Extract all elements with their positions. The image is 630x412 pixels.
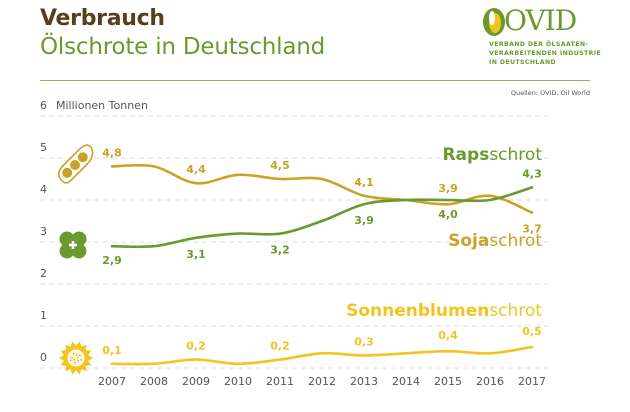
data-label: 0,4 (438, 329, 458, 342)
data-label: 0,2 (270, 340, 290, 353)
x-tick-label: 2016 (476, 375, 504, 388)
sunflower-seed (75, 354, 78, 356)
data-label: 0,3 (354, 335, 374, 348)
y-axis: 0 1 2 3 4 5 6 (40, 99, 47, 364)
ovid-logo: OVID (474, 4, 577, 44)
data-label: 3,9 (438, 182, 458, 195)
chart-title: Verbrauch (40, 6, 165, 31)
series-name-raps: Rapsschrot (442, 145, 542, 165)
x-tick-label: 2007 (98, 375, 126, 388)
x-tick-label: 2008 (140, 375, 168, 388)
data-label: 0,2 (186, 340, 206, 353)
y-tick-label: 6 (40, 99, 47, 112)
sunflower-seed (73, 361, 76, 364)
x-tick-label: 2009 (182, 375, 210, 388)
org-line: IN DEUTSCHLAND (489, 59, 557, 66)
soybean-pod-icon (57, 144, 94, 184)
data-label: 3,7 (522, 223, 542, 236)
data-label: 0,1 (102, 344, 122, 357)
data-label: 3,9 (354, 214, 374, 227)
data-label: 0,5 (522, 325, 542, 338)
data-label: 4,8 (102, 146, 122, 159)
data-label: 4,5 (270, 159, 290, 172)
x-axis: 2007 2008 2009 2010 2011 2012 2013 2014 2015 2016… (98, 375, 546, 388)
raps-line (110, 186, 534, 249)
series-names: Sojaschrot Rapsschrot Sonnenblumenschrot (346, 145, 542, 321)
data-label: 3,2 (270, 244, 290, 257)
sunflower-icon (59, 341, 93, 375)
data-label: 4,3 (522, 167, 542, 180)
sunflower-seed (69, 359, 72, 361)
y-tick-label: 2 (40, 267, 47, 280)
x-tick-label: 2014 (392, 375, 420, 388)
y-tick-label: 1 (40, 309, 47, 322)
sunflower-seed (77, 357, 79, 359)
soja-line (110, 163, 534, 214)
org-name: VERBAND DER ÖLSAATEN- VERARBEITENDEN IND… (489, 40, 601, 67)
sunflower-seed (80, 359, 82, 361)
x-tick-label: 2017 (518, 375, 546, 388)
sunflower-seed (73, 358, 75, 361)
x-tick-label: 2010 (224, 375, 252, 388)
source-note: Quellen: OVID, Oil World (510, 89, 590, 97)
org-line: VERBAND DER ÖLSAATEN- (489, 41, 589, 48)
sunflower-seed (78, 354, 81, 357)
y-tick-label: 4 (40, 183, 47, 196)
org-line: VERARBEITENDEN INDUSTRIE (489, 50, 602, 57)
sunflower-petal (65, 344, 73, 353)
ovid-logo-mark (483, 8, 505, 36)
sunflower-seed (71, 356, 73, 359)
x-tick-label: 2011 (266, 375, 294, 388)
data-labels: 4,8 4,4 4,5 4,1 3,9 3,7 2,9 3,1 3,2 3,9 4,0 4,3 0,1 0… (102, 146, 542, 356)
x-tick-label: 2012 (308, 375, 336, 388)
sunflower-petal (79, 363, 87, 372)
series-lines (110, 163, 534, 366)
sunflower-petal (59, 354, 66, 362)
data-label: 4,1 (354, 176, 374, 189)
sunflower-seed (72, 352, 75, 355)
series-name-sonnenblumen: Sonnenblumenschrot (346, 301, 542, 321)
data-label: 2,9 (102, 254, 122, 267)
chart-subtitle: Ölschrote in Deutschland (40, 34, 326, 60)
data-label: 3,1 (186, 248, 206, 261)
x-tick-label: 2013 (350, 375, 378, 388)
sunflower-petal (83, 350, 92, 358)
rapeseed-flower-icon (59, 231, 87, 259)
sunflower-petal (60, 358, 69, 366)
y-tick-label: 5 (40, 141, 47, 154)
sunflower-seed (77, 360, 79, 362)
sunflower-petal (86, 354, 93, 362)
data-label: 4,0 (438, 208, 458, 221)
header-divider (40, 80, 590, 81)
sunflower-center (67, 349, 85, 367)
data-label: 4,4 (186, 163, 206, 176)
y-tick-label: 3 (40, 225, 47, 238)
logo-text: OVID (504, 4, 577, 37)
x-tick-label: 2015 (434, 375, 462, 388)
sonnenblumen-line (110, 345, 534, 366)
series-name-soja: Sojaschrot (448, 231, 542, 251)
y-axis-unit: Millionen Tonnen (56, 99, 148, 112)
y-tick-label: 0 (40, 351, 47, 364)
